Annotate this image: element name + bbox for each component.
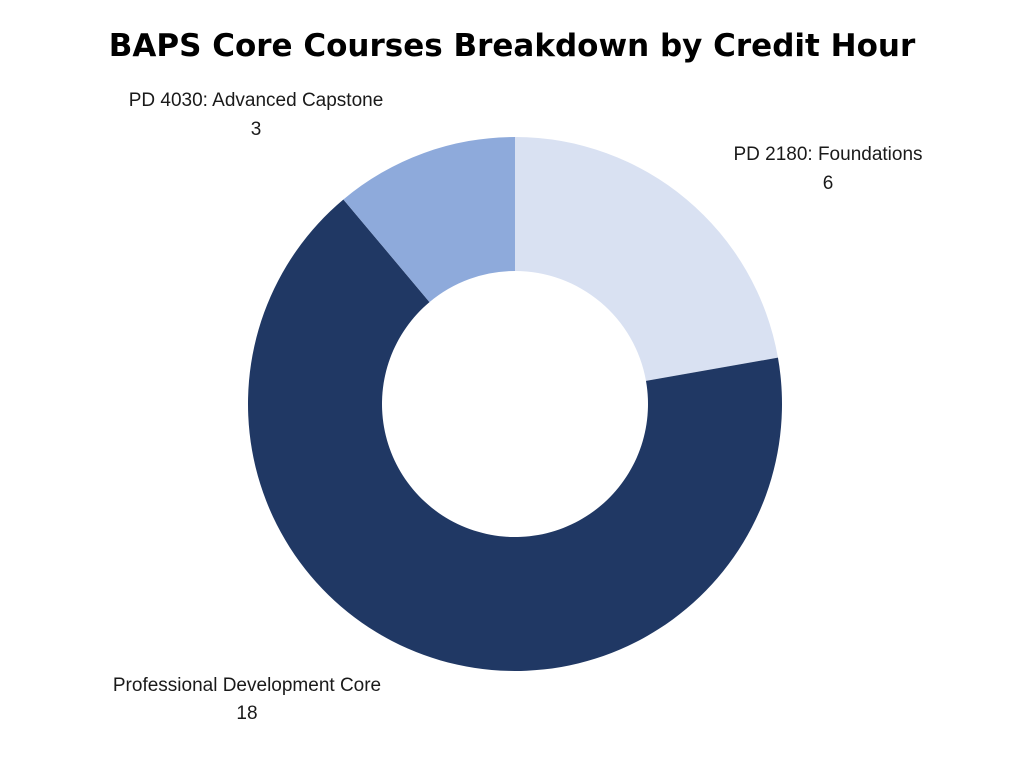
chart-title: BAPS Core Courses Breakdown by Credit Ho… <box>109 28 916 64</box>
donut-slice-2 <box>248 199 783 672</box>
donut-slice-1 <box>515 137 778 381</box>
slice-label-1: PD 2180: Foundations <box>733 144 922 165</box>
slice-label-3: PD 4030: Advanced Capstone <box>129 90 384 111</box>
slice-value-1: 6 <box>823 173 834 194</box>
slices-group <box>248 137 783 672</box>
slice-label-2: Professional Development Core <box>113 675 381 696</box>
donut-slice-3 <box>343 137 515 303</box>
labels-group: PD 2180: Foundations 6 Professional Develo… <box>113 90 923 724</box>
slice-value-3: 3 <box>251 119 262 140</box>
slice-value-2: 18 <box>236 703 257 724</box>
